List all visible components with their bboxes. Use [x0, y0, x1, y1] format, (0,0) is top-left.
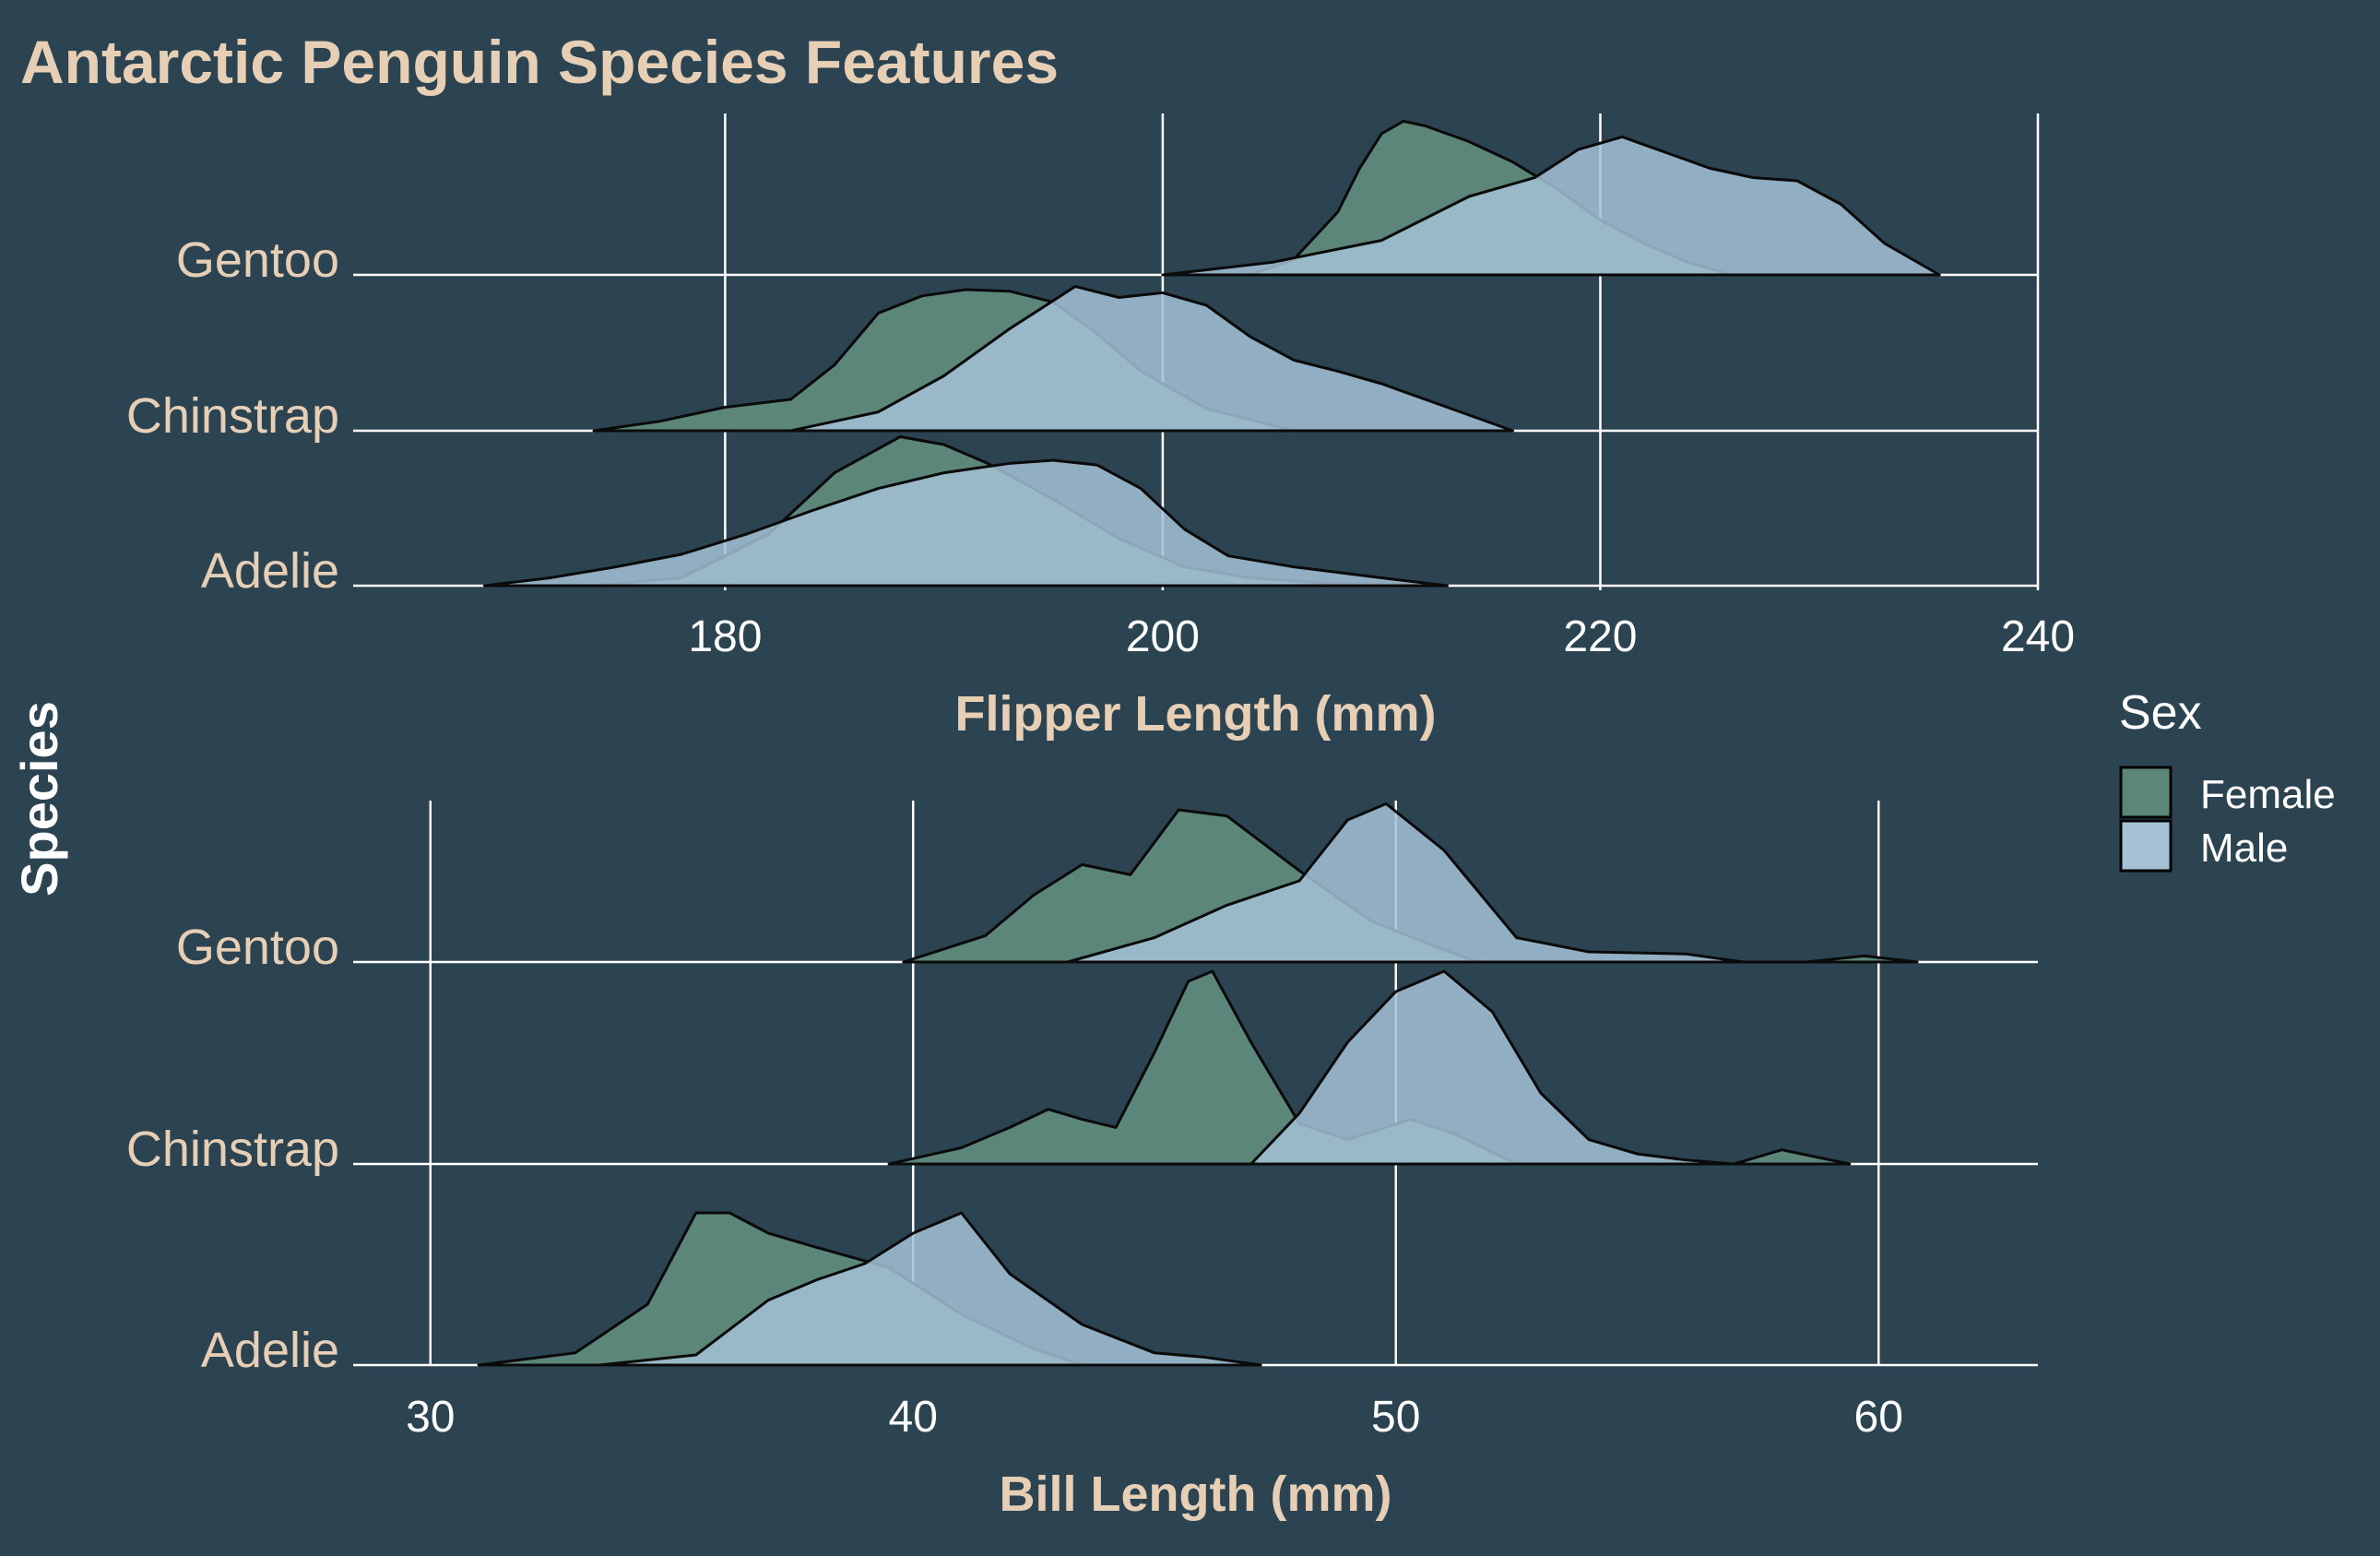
x-tick-label-30: 30	[406, 1393, 455, 1442]
bill-length-panel: Adelie Chinstrap Gentoo 30 40 50 60 Bill Length…	[126, 801, 2038, 1522]
legend: Sex Female Male	[2119, 686, 2336, 873]
x-tick-label-200: 200	[1126, 612, 1200, 661]
x-tick-label-220: 220	[1563, 612, 1637, 661]
legend-swatch-male	[2119, 819, 2173, 873]
x-axis-label: Bill Length (mm)	[1000, 1467, 1392, 1522]
x-axis-label: Flipper Length (mm)	[955, 686, 1437, 742]
density-male-gentoo	[1066, 802, 1746, 964]
x-tick-label-60: 60	[1854, 1393, 1903, 1442]
x-tick-label-180: 180	[688, 612, 762, 661]
category-label-adelie: Adelie	[201, 1323, 339, 1378]
category-label-chinstrap: Chinstrap	[126, 388, 339, 444]
category-label-gentoo: Gentoo	[176, 920, 339, 975]
category-label-gentoo: Gentoo	[176, 232, 339, 288]
density-male-adelie	[482, 458, 1449, 588]
density-male-adelie	[598, 1211, 1262, 1367]
category-label-adelie: Adelie	[201, 543, 339, 599]
density-female-gentoo	[902, 808, 1919, 964]
density-male-chinstrap	[789, 285, 1514, 433]
density-male-chinstrap	[1249, 969, 1735, 1166]
category-label-chinstrap: Chinstrap	[126, 1122, 339, 1177]
legend-title: Sex	[2119, 686, 2202, 740]
legend-label-female: Female	[2200, 772, 2336, 817]
legend-swatch-female	[2119, 766, 2173, 819]
density-male-gentoo	[1161, 135, 1941, 277]
x-tick-label-40: 40	[889, 1393, 938, 1442]
x-tick-label-50: 50	[1371, 1393, 1420, 1442]
flipper-length-panel: Adelie Chinstrap Gentoo 180 200 220 240 Flipper…	[126, 113, 2075, 742]
chart-title: Antarctic Penguin Species Features	[20, 28, 1059, 96]
x-tick-label-240: 240	[2001, 612, 2075, 661]
y-axis-label: Species	[10, 701, 68, 897]
legend-label-male: Male	[2200, 826, 2288, 871]
